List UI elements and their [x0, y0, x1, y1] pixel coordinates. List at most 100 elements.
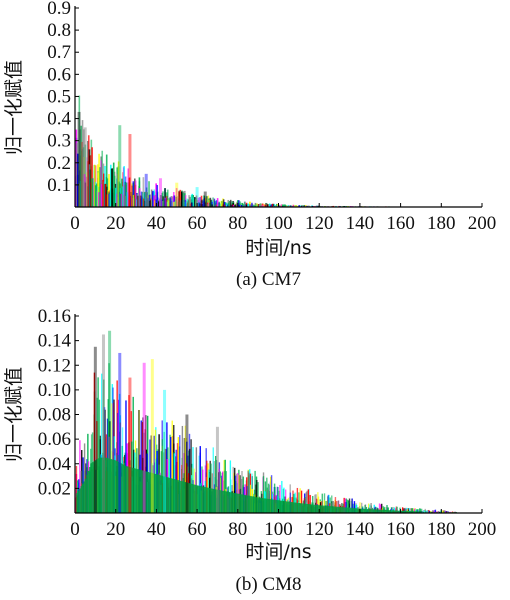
- impulse-bar: [124, 465, 127, 513]
- peak-bar: [101, 334, 105, 513]
- impulse-bar: [283, 204, 285, 207]
- y-tick-label: 0.12: [38, 355, 71, 376]
- chart-caption: (b) CM8: [236, 574, 302, 595]
- impulse-bar: [257, 497, 259, 513]
- impulse-bar: [371, 509, 373, 513]
- impulse-bar: [415, 511, 417, 513]
- impulse-bar: [239, 201, 242, 207]
- impulse-bar: [107, 458, 110, 513]
- impulse-bar: [156, 185, 159, 207]
- impulse-bar: [117, 461, 120, 513]
- impulse-bar: [272, 203, 275, 207]
- x-tick-label: 160: [386, 213, 415, 234]
- impulse-bar: [123, 184, 126, 207]
- impulse-bar: [141, 470, 144, 513]
- impulse-bar: [223, 201, 226, 207]
- impulse-bar: [96, 459, 98, 513]
- y-tick-label: 0.6: [47, 64, 71, 85]
- impulse-bar: [203, 486, 205, 513]
- impulse-bar: [285, 205, 287, 207]
- impulse-bar: [254, 470, 256, 513]
- impulse-bar: [181, 481, 184, 513]
- impulse-bar: [378, 509, 380, 513]
- impulse-bar: [401, 510, 403, 513]
- impulse-bar: [382, 509, 385, 513]
- impulse-bar: [419, 508, 421, 513]
- impulse-bar: [256, 203, 258, 207]
- impulse-bar: [282, 204, 284, 207]
- x-axis-label: 时间/ns: [245, 237, 311, 259]
- impulse-bar: [183, 481, 185, 513]
- impulse-bar: [303, 205, 306, 207]
- impulse-bar: [123, 464, 125, 513]
- peak-bar: [142, 362, 146, 513]
- impulse-bar: [232, 492, 235, 513]
- y-tick-label: 0.9: [47, 0, 71, 19]
- impulse-bar: [405, 510, 407, 513]
- impulse-bar: [230, 492, 232, 513]
- impulse-bar: [425, 511, 427, 513]
- impulse-bar: [76, 174, 79, 207]
- impulse-bar: [264, 498, 266, 513]
- impulse-bar: [106, 457, 108, 513]
- impulse-bar: [404, 507, 406, 513]
- impulse-bar: [99, 457, 101, 513]
- x-tick-label: 40: [147, 213, 166, 234]
- impulse-bar: [190, 483, 192, 513]
- impulse-bar: [84, 478, 87, 513]
- impulse-bar: [210, 199, 212, 207]
- peak-bar: [128, 134, 132, 207]
- x-tick-label: 40: [147, 519, 166, 540]
- x-tick-label: 60: [188, 519, 207, 540]
- impulse-bar: [209, 460, 211, 513]
- impulse-bar: [348, 498, 351, 513]
- impulse-bar: [395, 510, 397, 513]
- impulse-bar: [232, 466, 234, 513]
- impulse-bar: [254, 496, 256, 513]
- impulse-bar: [314, 504, 316, 513]
- impulse-bar: [241, 471, 243, 513]
- impulse-bar: [389, 510, 392, 513]
- impulse-bar: [199, 197, 201, 207]
- impulse-bar: [192, 194, 194, 207]
- impulse-bar: [281, 500, 283, 513]
- impulse-bar: [78, 95, 81, 207]
- impulse-bar: [151, 473, 154, 513]
- impulse-bar: [160, 475, 162, 513]
- peak-bar: [118, 352, 122, 513]
- impulse-bar: [355, 508, 358, 513]
- impulse-bar: [104, 457, 107, 513]
- x-tick-label: 200: [468, 519, 497, 540]
- impulse-bar: [289, 205, 292, 207]
- impulse-bar: [91, 462, 94, 513]
- impulse-bar: [252, 496, 255, 513]
- impulse-bar: [111, 188, 114, 207]
- impulse-bar: [81, 120, 84, 207]
- impulse-bar: [188, 483, 191, 513]
- impulse-bar: [103, 379, 105, 513]
- impulse-bar: [197, 197, 200, 207]
- impulse-bar: [352, 508, 355, 513]
- impulse-bar: [419, 511, 422, 513]
- y-tick-label: 0.16: [38, 306, 71, 327]
- impulse-bar: [225, 491, 228, 513]
- impulse-bar: [396, 510, 399, 513]
- peak-bar: [77, 111, 81, 207]
- x-tick-label: 180: [427, 213, 456, 234]
- x-tick-label: 20: [106, 213, 125, 234]
- impulse-bar: [79, 180, 82, 207]
- impulse-bar: [265, 205, 267, 207]
- impulse-bar: [134, 180, 137, 207]
- impulse-bar: [364, 504, 367, 513]
- impulse-bar: [86, 474, 88, 513]
- peak-bar: [150, 359, 154, 513]
- impulse-bar: [79, 129, 82, 207]
- impulse-bar: [368, 509, 370, 513]
- impulse-bar: [326, 505, 329, 513]
- impulse-bar: [370, 503, 372, 513]
- impulse-bar: [402, 510, 405, 513]
- impulse-bar: [249, 204, 251, 207]
- impulse-bar: [195, 485, 198, 513]
- x-tick-label: 80: [228, 213, 247, 234]
- impulse-bar: [280, 204, 283, 207]
